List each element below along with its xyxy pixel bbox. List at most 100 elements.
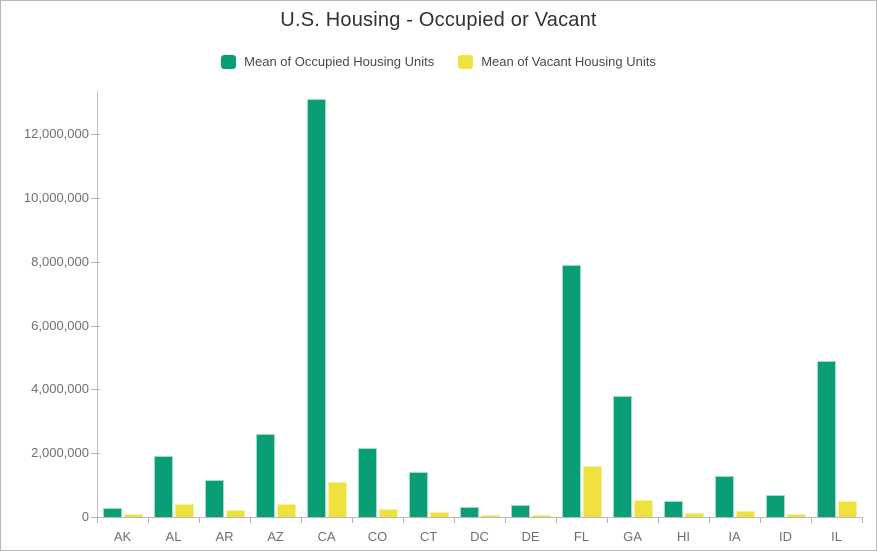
bar-vacant-DC[interactable] — [480, 515, 500, 517]
x-axis-tick-mark — [607, 518, 608, 523]
legend-item-occupied[interactable]: Mean of Occupied Housing Units — [221, 54, 434, 69]
x-axis-tick-mark — [556, 518, 557, 523]
bar-occupied-AZ[interactable] — [255, 434, 275, 517]
bar-occupied-CO[interactable] — [357, 448, 377, 517]
x-axis-label-AL: AL — [165, 529, 182, 544]
bar-group-CA — [301, 91, 352, 517]
x-axis-tick-mark — [811, 518, 812, 523]
bar-occupied-CA[interactable] — [306, 99, 326, 517]
x-axis-label-GA: GA — [623, 529, 642, 544]
legend-label-occupied: Mean of Occupied Housing Units — [244, 54, 435, 69]
x-axis-label-DE: DE — [521, 529, 540, 544]
bar-vacant-ID[interactable] — [786, 514, 806, 517]
x-axis-tick-mark — [250, 518, 251, 523]
bar-occupied-AL[interactable] — [153, 456, 173, 517]
y-axis-tick-label: 4,000,000 — [31, 381, 89, 397]
bar-vacant-FL[interactable] — [582, 466, 602, 517]
bar-group-DC — [454, 91, 505, 517]
bar-group-GA — [607, 91, 658, 517]
bar-vacant-GA[interactable] — [633, 500, 653, 517]
bar-occupied-IA[interactable] — [714, 476, 734, 517]
bar-occupied-DE[interactable] — [510, 505, 530, 517]
legend: Mean of Occupied Housing Units Mean of V… — [1, 54, 876, 69]
y-axis-tick-mark — [91, 389, 100, 391]
x-axis-label-CO: CO — [367, 529, 388, 544]
x-axis-tick-mark — [301, 518, 302, 523]
bar-group-ID — [760, 91, 811, 517]
bar-occupied-CT[interactable] — [408, 472, 428, 517]
y-axis-tick-label: 0 — [81, 509, 89, 524]
x-axis-line — [97, 517, 863, 518]
y-axis-tick-mark — [91, 517, 100, 518]
bar-vacant-AK[interactable] — [123, 514, 143, 517]
x-axis-label-ID: ID — [779, 529, 792, 544]
x-axis-label-AZ: AZ — [267, 529, 284, 544]
bar-vacant-AZ[interactable] — [276, 504, 296, 517]
bar-occupied-AR[interactable] — [204, 480, 224, 517]
bar-occupied-IL[interactable] — [816, 361, 836, 517]
x-axis-label-IA: IA — [728, 529, 741, 544]
x-axis-tick-mark — [760, 518, 761, 523]
x-axis-tick-mark — [709, 518, 710, 523]
legend-label-vacant: Mean of Vacant Housing Units — [481, 54, 656, 69]
y-axis-tick-label: 8,000,000 — [31, 253, 89, 269]
x-axis-tick-mark — [352, 518, 353, 523]
x-axis-label-FL: FL — [573, 529, 590, 544]
legend-swatch-vacant-icon — [458, 54, 474, 69]
x-axis-tick-mark — [862, 518, 863, 523]
y-axis-tick-mark — [91, 197, 100, 199]
legend-swatch-occupied-icon — [221, 54, 237, 69]
x-axis-tick-mark — [403, 518, 404, 523]
bar-occupied-ID[interactable] — [765, 495, 785, 517]
bar-group-IA — [709, 91, 760, 517]
bar-group-DE — [505, 91, 556, 517]
y-axis-tick-mark — [91, 134, 100, 135]
x-axis-label-HI: HI — [677, 529, 690, 544]
x-axis-label-CA: CA — [317, 529, 336, 544]
y-axis-line — [97, 91, 98, 517]
bar-vacant-IL[interactable] — [837, 501, 857, 517]
bar-group-AZ — [250, 91, 301, 517]
y-axis-tick-label: 6,000,000 — [31, 317, 89, 333]
bar-vacant-AL[interactable] — [174, 504, 194, 517]
bar-vacant-DE[interactable] — [531, 515, 551, 517]
bar-group-IL — [811, 91, 862, 517]
bar-group-FL — [556, 91, 607, 517]
bar-group-HI — [658, 91, 709, 517]
x-axis-label-AR: AR — [215, 529, 234, 544]
bar-vacant-HI[interactable] — [684, 513, 704, 517]
x-axis-tick-mark — [199, 518, 200, 523]
bar-vacant-IA[interactable] — [735, 511, 755, 517]
bar-vacant-CA[interactable] — [327, 482, 347, 517]
y-axis-tick-mark — [91, 261, 100, 263]
chart-title: U.S. Housing - Occupied or Vacant — [280, 9, 597, 31]
x-axis-label-DC: DC — [470, 529, 489, 544]
y-axis-tick-label: 12,000,000 — [23, 126, 89, 141]
bar-group-CO — [352, 91, 403, 517]
bar-group-CT — [403, 91, 454, 517]
x-axis-label-AK: AK — [113, 529, 132, 544]
x-axis-tick-mark — [505, 518, 506, 523]
x-axis-tick-mark — [148, 518, 149, 523]
bar-vacant-CO[interactable] — [378, 509, 398, 517]
bar-vacant-AR[interactable] — [225, 510, 245, 517]
bar-occupied-FL[interactable] — [561, 265, 581, 517]
bar-group-AR — [199, 91, 250, 517]
y-axis-tick-mark — [91, 453, 100, 455]
bar-occupied-DC[interactable] — [459, 507, 479, 517]
bar-occupied-HI[interactable] — [663, 501, 683, 517]
bar-occupied-GA[interactable] — [612, 396, 632, 517]
bar-vacant-CT[interactable] — [429, 512, 449, 517]
legend-item-vacant[interactable]: Mean of Vacant Housing Units — [458, 54, 656, 69]
x-axis-label-CT: CT — [419, 529, 438, 544]
bar-occupied-AK[interactable] — [102, 508, 122, 517]
y-axis-tick-mark — [91, 325, 100, 327]
y-axis-tick-label: 10,000,000 — [23, 189, 89, 205]
x-axis-tick-mark — [658, 518, 659, 523]
y-axis-tick-label: 2,000,000 — [31, 445, 89, 461]
x-axis-tick-mark — [97, 518, 98, 523]
x-axis-label-IL: IL — [831, 529, 842, 544]
bar-group-AK — [97, 91, 148, 517]
